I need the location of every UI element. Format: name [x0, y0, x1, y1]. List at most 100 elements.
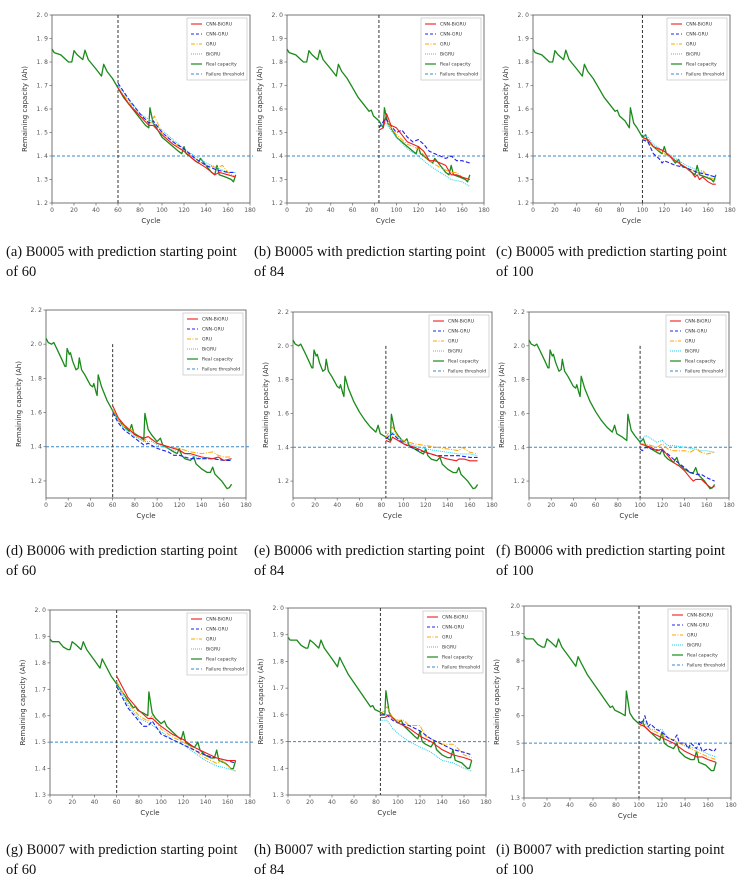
x-tick: 60	[113, 795, 121, 806]
plot-frame	[49, 609, 251, 796]
x-tick: 180	[244, 203, 256, 214]
legend-label: BiGRU	[202, 347, 217, 353]
x-tick-label: 80	[372, 799, 380, 806]
x-tick-label: 40	[327, 207, 335, 214]
y-tick-label: 1. 9	[35, 633, 47, 640]
y-tick: 1. 9	[37, 36, 52, 43]
legend-label: GRU	[686, 42, 696, 48]
y-axis-label: Remaining capacity (Ah)	[21, 66, 29, 152]
y-tick-label: 1. 2	[278, 478, 290, 485]
series-cnn-gru	[638, 715, 717, 752]
x-tick: 0	[285, 203, 289, 214]
legend-item: BiGRU	[670, 349, 700, 355]
y-tick-label: 1.3	[510, 795, 520, 802]
legend-label: BiGRU	[440, 52, 455, 58]
y-tick: 1. 4	[31, 444, 46, 451]
series-cnn-gru	[117, 82, 236, 173]
legend-item: GRU	[672, 633, 697, 639]
y-tick-label: 1. 6	[278, 410, 290, 417]
caption-c: (c) B0005 with prediction starting point…	[496, 242, 727, 282]
x-tick-label: 20	[306, 799, 314, 806]
y-tick: 1. 8	[273, 658, 288, 665]
x-tick-label: 40	[328, 799, 336, 806]
legend-label: GRU	[685, 339, 695, 345]
series-gru	[640, 443, 715, 455]
legend-label: GRU	[687, 633, 697, 639]
chart-a: 0 20 40 60 80 100 120 140 160 180 1. 2 1. 3 1. 4 1. 5…	[21, 12, 256, 225]
y-tick-label: 1. 6	[35, 713, 47, 720]
legend-label: Failure threshold	[687, 663, 725, 669]
x-tick-label: 100	[151, 502, 163, 509]
x-tick-label: 140	[442, 502, 454, 509]
y-tick-label: 1. 6	[272, 106, 284, 113]
x-tick: 180	[478, 203, 490, 214]
legend-item: CNN-BiGRU	[187, 317, 228, 323]
y-tick-label: 2. 2	[514, 309, 526, 316]
y-tick-label: 1. 7	[272, 83, 284, 90]
x-tick-label: 140	[680, 207, 692, 214]
x-tick-label: 120	[178, 799, 190, 806]
y-tick-label: 2. 0	[35, 607, 47, 614]
caption-f-line1: (f) B0006 with prediction starting point	[496, 543, 726, 559]
legend-item: Failure threshold	[671, 72, 724, 78]
legend-label: Failure threshold	[202, 367, 240, 373]
y-tick: 2. 0	[37, 12, 52, 19]
y-tick: 1. 4	[272, 153, 287, 160]
y-tick-label: 1.9	[510, 630, 520, 637]
x-tick-label: 160	[222, 799, 234, 806]
x-tick: 40	[91, 795, 98, 806]
legend-item: GRU	[191, 42, 216, 48]
x-axis-label: Cycle	[383, 512, 402, 520]
y-tick: 1. 5	[273, 739, 288, 746]
y-tick-label: 1. 2	[37, 200, 49, 207]
legend-label: Failure threshold	[206, 667, 244, 673]
legend: CNN-BiGRU CNN-GRU GRU BiGRU Real capacity Fai…	[665, 314, 727, 378]
caption-h-line2: of 84	[254, 862, 285, 878]
x-tick: 180	[725, 798, 737, 809]
x-tick-label: 140	[196, 502, 208, 509]
y-tick-label: 1.4	[510, 768, 520, 775]
y-tick: 2. 0	[278, 343, 293, 350]
y-tick-label: 1. 6	[37, 106, 49, 113]
x-axis-label: Cycle	[376, 217, 395, 225]
x-tick: 100	[155, 795, 167, 806]
y-tick-label: 1. 3	[518, 177, 530, 184]
chart-f: 0 20 40 60 80 100 120 140 160 180 1. 2 1. 4 1. 6 1. 8…	[498, 309, 735, 520]
y-tick-label: 1. 3	[272, 177, 284, 184]
series-cnn-bigru	[642, 136, 716, 185]
x-tick-label: 160	[222, 207, 234, 214]
x-tick-label: 180	[486, 502, 498, 509]
series-cnn-bigru	[385, 436, 478, 462]
x-tick: 120	[414, 795, 426, 806]
x-axis-label: Cycle	[619, 512, 638, 520]
y-tick-label: 1. 9	[37, 36, 49, 43]
y-tick: 2. 0	[31, 341, 46, 348]
legend-item: Failure threshold	[670, 369, 723, 375]
x-tick: 80	[378, 498, 385, 509]
legend-label: Real capacity	[685, 359, 716, 365]
legend-label: Real capacity	[206, 657, 237, 663]
x-tick: 100	[392, 795, 404, 806]
legend-label: CNN-GRU	[206, 32, 228, 38]
plot-frame	[292, 311, 493, 499]
series-cnn-gru	[116, 686, 236, 764]
y-tick: 1. 7	[273, 685, 288, 692]
x-tick: 140	[679, 498, 690, 509]
y-tick: 1. 6	[273, 712, 288, 719]
legend-item: CNN-GRU	[672, 623, 709, 629]
series-cnn-bigru	[117, 87, 236, 178]
y-tick-label: 1. 4	[514, 444, 526, 451]
y-tick: 1. 7	[272, 83, 287, 90]
x-tick: 60	[595, 203, 603, 214]
x-tick-label: 60	[349, 207, 357, 214]
x-tick-label: 80	[612, 802, 620, 809]
chart-panel-i: 0 20 40 60 80 100 120 140 160 180 1.3 1.4 5 6 7 8 1.9 2.0…	[493, 598, 753, 828]
y-tick-label: 1. 4	[518, 153, 530, 160]
caption-a-line1: (a) B0005 with prediction starting point	[6, 244, 237, 260]
y-tick: 1. 6	[37, 106, 52, 113]
series-bigru	[380, 719, 472, 772]
legend: CNN-BiGRU CNN-GRU GRU BiGRU Real capacity Fai…	[428, 314, 490, 378]
x-tick: 60	[589, 798, 597, 809]
series-gru	[385, 426, 478, 455]
legend-label: GRU	[206, 42, 216, 48]
